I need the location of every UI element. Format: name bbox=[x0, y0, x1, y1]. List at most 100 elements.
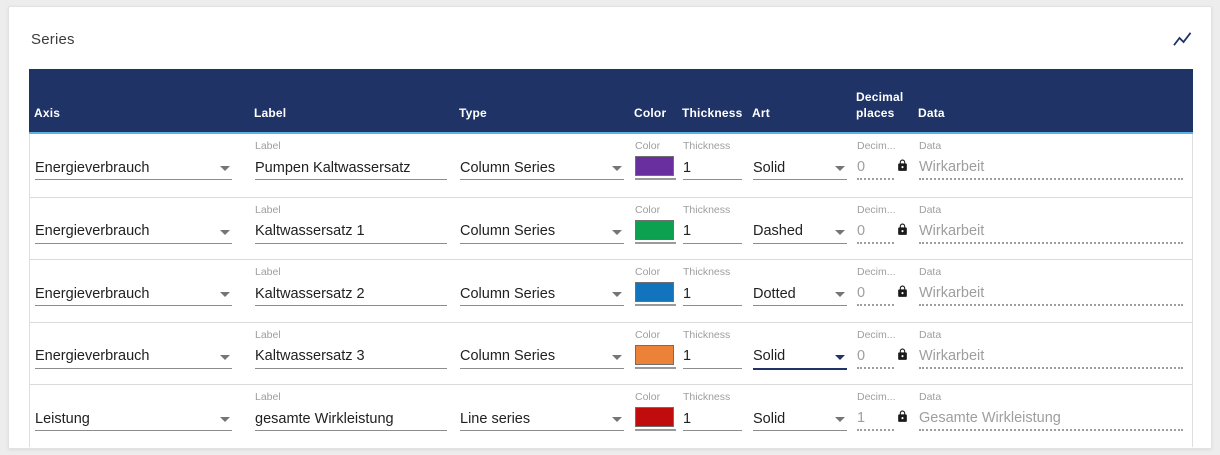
card-header: Series bbox=[9, 7, 1211, 51]
table-body: Energieverbrauch Label Pumpen Kaltwasser… bbox=[29, 134, 1193, 447]
color-caption: Color bbox=[635, 203, 661, 216]
thickness-input-value: 1 bbox=[683, 223, 692, 239]
type-select[interactable]: Column Series bbox=[460, 282, 624, 306]
thickness-input-value: 1 bbox=[683, 285, 692, 302]
art-select[interactable]: Solid bbox=[753, 156, 847, 180]
trending-line-icon[interactable] bbox=[1169, 28, 1195, 50]
axis-cell: Energieverbrauch bbox=[30, 198, 250, 260]
label-cell: Label gesamte Wirkleistung bbox=[250, 385, 455, 447]
col-header-art: Art bbox=[752, 105, 770, 120]
axis-select[interactable]: Energieverbrauch bbox=[35, 345, 232, 369]
thickness-caption: Thickness bbox=[683, 203, 731, 216]
type-cell: Column Series bbox=[455, 323, 630, 385]
color-caption: Color bbox=[635, 391, 661, 403]
axis-cell: Energieverbrauch bbox=[30, 260, 250, 322]
chevron-down-icon bbox=[835, 417, 845, 422]
label-caption: Label bbox=[255, 391, 281, 403]
table-row: Energieverbrauch Label Kaltwassersatz 2 … bbox=[30, 259, 1192, 322]
art-cell: Solid bbox=[748, 385, 852, 447]
chevron-down-icon bbox=[835, 292, 845, 297]
thickness-input[interactable]: 1 bbox=[683, 282, 742, 306]
col-header-axis: Axis bbox=[34, 105, 61, 120]
color-cell: Color bbox=[630, 385, 678, 447]
decimal-caption: Decim... bbox=[857, 203, 896, 216]
thickness-input[interactable]: 1 bbox=[683, 156, 742, 180]
art-cell: Dashed bbox=[748, 198, 852, 260]
color-swatch bbox=[635, 156, 674, 176]
data-caption: Data bbox=[919, 391, 942, 403]
thickness-cell: Thickness 1 bbox=[678, 385, 748, 447]
color-picker[interactable] bbox=[635, 344, 676, 369]
decimal-input: 0 bbox=[857, 282, 894, 306]
thickness-input[interactable]: 1 bbox=[683, 407, 742, 431]
label-input-value: gesamte Wirkleistung bbox=[255, 410, 394, 427]
art-select[interactable]: Dotted bbox=[753, 282, 847, 306]
lock-icon bbox=[896, 410, 909, 428]
axis-select[interactable]: Energieverbrauch bbox=[35, 282, 232, 306]
col-header-label: Label bbox=[254, 105, 287, 120]
type-select[interactable]: Column Series bbox=[460, 156, 624, 180]
color-swatch bbox=[635, 344, 674, 365]
art-select[interactable]: Solid bbox=[753, 345, 847, 370]
axis-select-value: Energieverbrauch bbox=[35, 159, 150, 176]
data-input-value: Gesamte Wirkleistung bbox=[919, 410, 1061, 426]
label-input-value: Kaltwassersatz 1 bbox=[255, 223, 365, 239]
label-input[interactable]: Kaltwassersatz 3 bbox=[255, 345, 447, 369]
label-caption: Label bbox=[255, 203, 281, 216]
decimal-cell: Decim... 0 bbox=[852, 198, 914, 260]
color-picker[interactable] bbox=[635, 407, 676, 431]
type-select-value: Column Series bbox=[460, 159, 556, 176]
chevron-down-icon bbox=[612, 417, 622, 422]
type-select[interactable]: Column Series bbox=[460, 220, 624, 244]
decimal-input-value: 0 bbox=[857, 159, 866, 175]
art-cell: Solid bbox=[748, 323, 852, 385]
chevron-down-icon bbox=[835, 229, 845, 235]
label-cell: Label Kaltwassersatz 2 bbox=[250, 260, 455, 322]
data-caption: Data bbox=[919, 328, 942, 341]
color-picker[interactable] bbox=[635, 219, 676, 244]
decimal-input: 1 bbox=[857, 407, 894, 431]
color-picker[interactable] bbox=[635, 156, 676, 180]
type-cell: Column Series bbox=[455, 198, 630, 260]
thickness-cell: Thickness 1 bbox=[678, 323, 748, 385]
color-swatch bbox=[635, 219, 674, 240]
data-cell: Data Wirkarbeit bbox=[914, 260, 1192, 322]
data-cell: Data Wirkarbeit bbox=[914, 134, 1192, 197]
data-input-value: Wirkarbeit bbox=[919, 159, 985, 175]
label-input[interactable]: Pumpen Kaltwassersatz bbox=[255, 156, 447, 180]
label-input[interactable]: Kaltwassersatz 2 bbox=[255, 282, 447, 306]
art-select[interactable]: Solid bbox=[753, 407, 847, 431]
thickness-input[interactable]: 1 bbox=[683, 345, 742, 369]
art-select[interactable]: Dashed bbox=[753, 220, 847, 244]
axis-select[interactable]: Energieverbrauch bbox=[35, 220, 232, 244]
decimal-cell: Decim... 0 bbox=[852, 134, 914, 197]
type-select[interactable]: Line series bbox=[460, 407, 624, 431]
label-input[interactable]: gesamte Wirkleistung bbox=[255, 407, 447, 431]
table-row: Leistung Label gesamte Wirkleistung Line… bbox=[30, 384, 1192, 447]
chevron-down-icon bbox=[835, 354, 845, 360]
color-picker[interactable] bbox=[635, 282, 676, 306]
axis-cell: Leistung bbox=[30, 385, 250, 447]
thickness-input-value: 1 bbox=[683, 348, 692, 364]
data-input-value: Wirkarbeit bbox=[919, 285, 985, 301]
lock-icon bbox=[896, 285, 909, 303]
chevron-down-icon bbox=[835, 166, 845, 171]
data-input: Wirkarbeit bbox=[919, 345, 1183, 369]
axis-select[interactable]: Leistung bbox=[35, 407, 232, 431]
table-row: Energieverbrauch Label Kaltwassersatz 1 … bbox=[30, 196, 1192, 260]
type-select[interactable]: Column Series bbox=[460, 345, 624, 369]
thickness-input[interactable]: 1 bbox=[683, 220, 742, 244]
col-header-type: Type bbox=[459, 105, 487, 120]
type-cell: Line series bbox=[455, 385, 630, 447]
decimal-input-value: 1 bbox=[857, 410, 866, 426]
axis-select[interactable]: Energieverbrauch bbox=[35, 156, 232, 180]
color-swatch bbox=[635, 407, 674, 427]
chevron-down-icon bbox=[612, 166, 622, 171]
label-input[interactable]: Kaltwassersatz 1 bbox=[255, 220, 447, 244]
chevron-down-icon bbox=[612, 229, 622, 235]
thickness-cell: Thickness 1 bbox=[678, 260, 748, 322]
decimal-cell: Decim... 0 bbox=[852, 260, 914, 322]
data-caption: Data bbox=[919, 266, 942, 278]
lock-icon bbox=[896, 223, 909, 241]
data-input: Gesamte Wirkleistung bbox=[919, 407, 1183, 431]
